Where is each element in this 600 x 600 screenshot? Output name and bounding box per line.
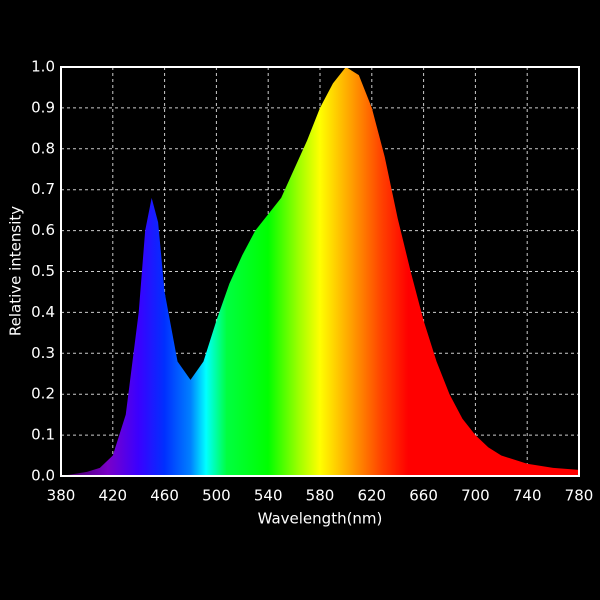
y-tick-label: 0.1 — [31, 426, 55, 444]
x-tick-label: 740 — [513, 487, 542, 505]
x-axis-label: Wavelength(nm) — [258, 510, 383, 528]
x-tick-label: 380 — [47, 487, 76, 505]
y-tick-label: 0.4 — [31, 303, 55, 321]
y-tick-label: 0.8 — [31, 139, 55, 157]
x-tick-label: 700 — [461, 487, 490, 505]
y-tick-label: 0.7 — [31, 180, 55, 198]
x-tick-label: 620 — [357, 487, 386, 505]
y-tick-label: 1.0 — [31, 58, 55, 76]
marks — [61, 67, 579, 476]
x-tick-label: 500 — [202, 487, 231, 505]
y-tick-label: 0.5 — [31, 262, 55, 280]
plot-frame — [60, 66, 580, 477]
y-tick-label: 0.9 — [31, 98, 55, 116]
y-tick-label: 0.6 — [31, 221, 55, 239]
y-tick-label: 0.3 — [31, 344, 55, 362]
x-tick-label: 540 — [254, 487, 283, 505]
x-tick-label: 420 — [98, 487, 127, 505]
y-tick-label: 0.0 — [31, 467, 55, 485]
y-tick-label: 0.2 — [31, 385, 55, 403]
y-axis-label: Relative intensity — [7, 206, 25, 336]
spectrum-area — [61, 67, 579, 476]
x-tick-label: 580 — [306, 487, 335, 505]
x-tick-label: 660 — [409, 487, 438, 505]
x-tick-label: 780 — [565, 487, 594, 505]
x-tick-label: 460 — [150, 487, 179, 505]
